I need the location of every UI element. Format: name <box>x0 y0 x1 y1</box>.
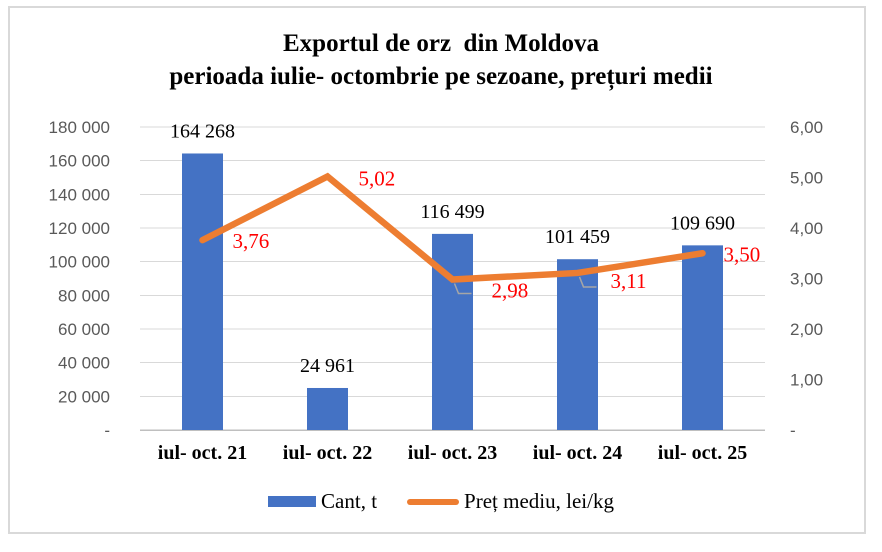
left-axis-tick-label: 180 000 <box>49 118 110 137</box>
price-value-label: 3,50 <box>724 242 761 266</box>
bar-cant <box>432 233 473 430</box>
chart-title-line2: perioada iulie- octombrie pe sezoane, pr… <box>169 63 713 90</box>
price-line <box>199 172 706 283</box>
left-axis-tick-label: 40 000 <box>58 354 110 373</box>
bar-value-label: 24 961 <box>300 355 355 377</box>
right-axis-tick-label: 2,00 <box>790 320 823 339</box>
label-leader-line <box>453 283 472 295</box>
bar-cant <box>307 387 348 430</box>
bar-cant <box>557 259 598 430</box>
left-axis-tick-label: 20 000 <box>58 387 110 406</box>
price-value-label: 5,02 <box>359 166 396 190</box>
chart-title-line1: Exportul de orz din Moldova <box>283 30 599 57</box>
right-axis-tick-label: 4,00 <box>790 219 823 238</box>
legend-label-cant: Cant, t <box>321 489 378 513</box>
right-axis-tick-label: 1,00 <box>790 371 823 390</box>
left-axis-tick-label: 120 000 <box>49 219 110 238</box>
right-axis-tick-label: 3,00 <box>790 270 823 289</box>
category-label: iul- oct. 25 <box>658 442 747 464</box>
legend-item-pret: Preț mediu, lei/kg <box>407 489 614 514</box>
bar-value-label: 109 690 <box>670 212 735 234</box>
bar-cant <box>682 245 723 430</box>
left-axis-tick-label: 60 000 <box>58 320 110 339</box>
chart-title: Exportul de orz din Moldova perioada iul… <box>0 27 882 93</box>
left-axis-tick-label: - <box>104 421 110 440</box>
price-value-label: 3,11 <box>611 269 647 293</box>
left-axis-tick-label: 160 000 <box>49 152 110 171</box>
left-axis-tick-label: 80 000 <box>58 286 110 305</box>
price-value-label: 3,76 <box>233 229 270 253</box>
left-axis-tick-label: 140 000 <box>49 185 110 204</box>
bar-value-label: 164 268 <box>170 120 235 142</box>
legend-label-pret: Preț mediu, lei/kg <box>464 489 614 513</box>
category-label: iul- oct. 21 <box>158 442 247 464</box>
legend-item-cant: Cant, t <box>268 489 377 514</box>
category-label: iul- oct. 24 <box>533 442 622 464</box>
bar-value-label: 101 459 <box>545 226 610 248</box>
category-label: iul- oct. 22 <box>283 442 372 464</box>
right-axis-tick-label: 6,00 <box>790 118 823 137</box>
chart-legend: Cant, t Preț mediu, lei/kg <box>0 489 882 514</box>
legend-bar-swatch-icon <box>268 496 317 507</box>
bar-cant <box>182 153 223 431</box>
legend-line-swatch-icon <box>407 498 460 505</box>
right-axis-tick-label: - <box>790 421 796 440</box>
label-leader-line <box>578 276 597 288</box>
bar-value-label: 116 499 <box>420 201 484 223</box>
right-axis-tick-label: 5,00 <box>790 169 823 188</box>
left-axis-tick-label: 100 000 <box>49 253 110 272</box>
category-label: iul- oct. 23 <box>408 442 497 464</box>
price-value-label: 2,98 <box>492 279 529 303</box>
